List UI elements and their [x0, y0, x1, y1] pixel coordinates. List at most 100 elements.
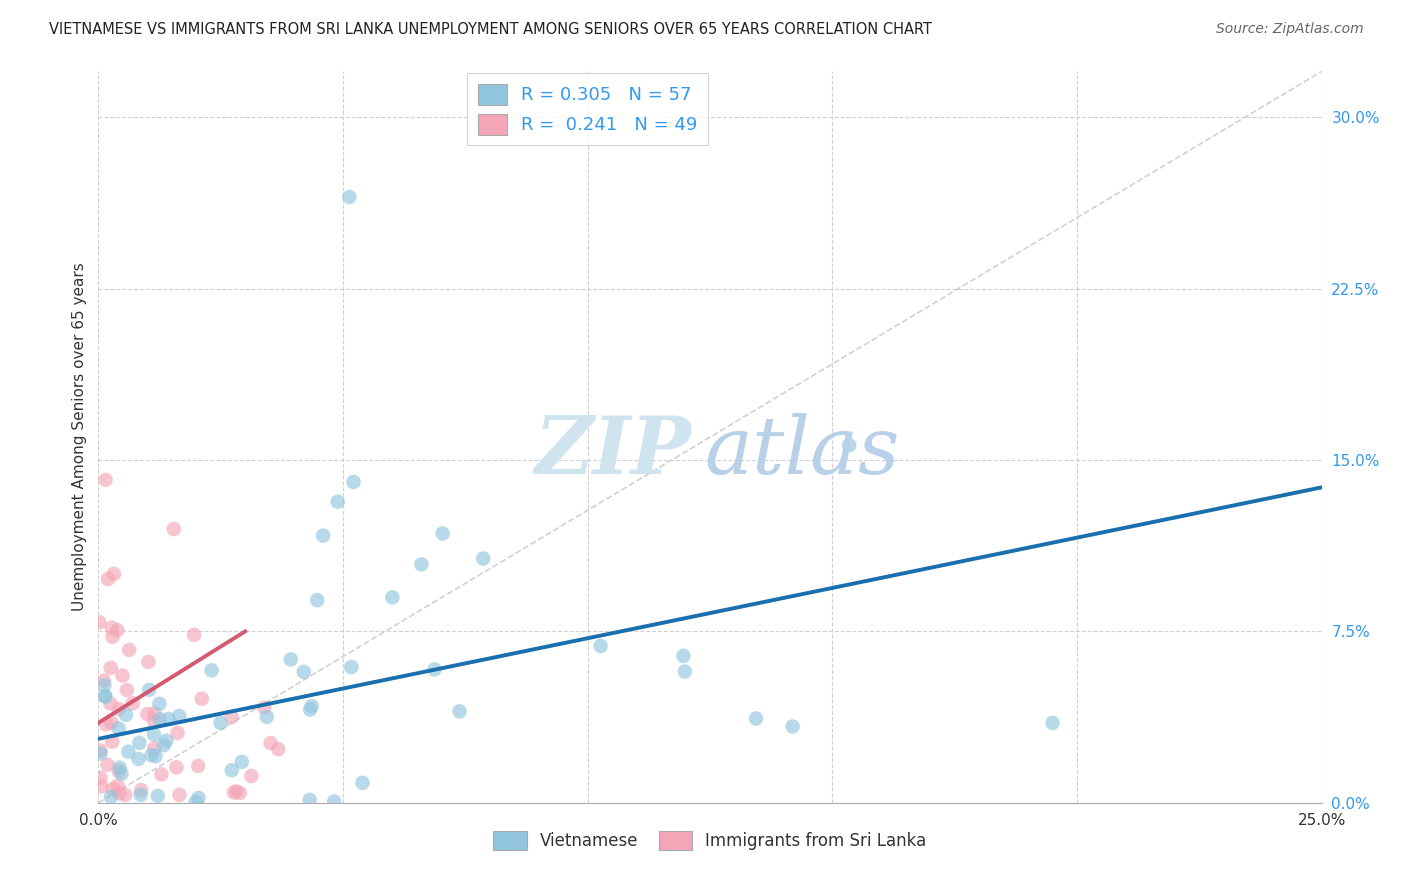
- Point: [108, 787, 131, 801]
- Point: [231, 755, 253, 769]
- Point: [184, 795, 207, 809]
- Point: [118, 643, 141, 657]
- Point: [256, 710, 278, 724]
- Point: [89, 615, 111, 630]
- Point: [136, 707, 159, 722]
- Point: [101, 735, 124, 749]
- Text: Source: ZipAtlas.com: Source: ZipAtlas.com: [1216, 22, 1364, 37]
- Point: [143, 706, 166, 721]
- Point: [187, 791, 209, 805]
- Point: [259, 736, 281, 750]
- Point: [155, 733, 177, 747]
- Point: [423, 662, 446, 676]
- Point: [449, 704, 471, 718]
- Point: [280, 652, 302, 666]
- Point: [1042, 715, 1064, 730]
- Point: [121, 697, 143, 711]
- Point: [114, 788, 136, 802]
- Point: [340, 660, 363, 674]
- Point: [326, 494, 349, 508]
- Point: [115, 707, 138, 722]
- Point: [101, 630, 124, 644]
- Point: [107, 764, 129, 778]
- Point: [129, 788, 152, 802]
- Point: [107, 624, 129, 638]
- Point: [307, 593, 329, 607]
- Point: [101, 782, 124, 797]
- Point: [222, 785, 245, 799]
- Point: [672, 648, 695, 663]
- Point: [312, 528, 335, 542]
- Point: [145, 749, 167, 764]
- Text: VIETNAMESE VS IMMIGRANTS FROM SRI LANKA UNEMPLOYMENT AMONG SENIORS OVER 65 YEARS: VIETNAMESE VS IMMIGRANTS FROM SRI LANKA …: [49, 22, 932, 37]
- Point: [342, 475, 364, 489]
- Point: [103, 566, 125, 581]
- Point: [673, 665, 696, 679]
- Point: [221, 710, 243, 724]
- Point: [90, 747, 112, 761]
- Y-axis label: Unemployment Among Seniors over 65 years: Unemployment Among Seniors over 65 years: [72, 263, 87, 611]
- Point: [100, 715, 122, 730]
- Point: [100, 697, 122, 711]
- Point: [323, 795, 346, 809]
- Point: [337, 190, 360, 204]
- Point: [432, 526, 454, 541]
- Point: [93, 673, 115, 688]
- Point: [107, 722, 129, 736]
- Point: [93, 678, 115, 692]
- Point: [94, 473, 117, 487]
- Point: [166, 726, 188, 740]
- Point: [100, 789, 122, 804]
- Point: [201, 664, 224, 678]
- Point: [117, 745, 139, 759]
- Point: [472, 551, 495, 566]
- Point: [191, 691, 214, 706]
- Point: [101, 621, 124, 635]
- Point: [97, 572, 120, 586]
- Legend: Vietnamese, Immigrants from Sri Lanka: Vietnamese, Immigrants from Sri Lanka: [486, 824, 934, 856]
- Point: [589, 639, 612, 653]
- Point: [221, 763, 243, 777]
- Point: [253, 700, 276, 714]
- Point: [292, 665, 315, 679]
- Point: [90, 780, 112, 794]
- Point: [108, 702, 131, 716]
- Point: [301, 699, 323, 714]
- Point: [100, 661, 122, 675]
- Point: [352, 776, 374, 790]
- Text: atlas: atlas: [704, 413, 900, 491]
- Point: [149, 712, 172, 726]
- Point: [165, 760, 187, 774]
- Point: [89, 771, 111, 785]
- Point: [167, 709, 190, 723]
- Point: [381, 591, 404, 605]
- Point: [163, 522, 186, 536]
- Point: [298, 793, 321, 807]
- Point: [169, 788, 191, 802]
- Point: [152, 738, 174, 752]
- Point: [183, 628, 205, 642]
- Point: [143, 714, 166, 728]
- Point: [111, 668, 134, 682]
- Point: [138, 682, 160, 697]
- Point: [94, 689, 117, 703]
- Point: [411, 558, 433, 572]
- Point: [107, 779, 129, 793]
- Point: [129, 783, 152, 797]
- Point: [745, 711, 768, 725]
- Point: [299, 702, 322, 716]
- Point: [150, 767, 173, 781]
- Point: [128, 752, 150, 766]
- Point: [157, 712, 180, 726]
- Point: [141, 748, 163, 763]
- Point: [240, 769, 263, 783]
- Point: [115, 683, 138, 698]
- Point: [229, 786, 252, 800]
- Point: [143, 741, 166, 756]
- Point: [138, 655, 160, 669]
- Point: [96, 757, 118, 772]
- Point: [89, 743, 111, 757]
- Point: [838, 438, 860, 452]
- Point: [108, 761, 131, 775]
- Point: [148, 697, 170, 711]
